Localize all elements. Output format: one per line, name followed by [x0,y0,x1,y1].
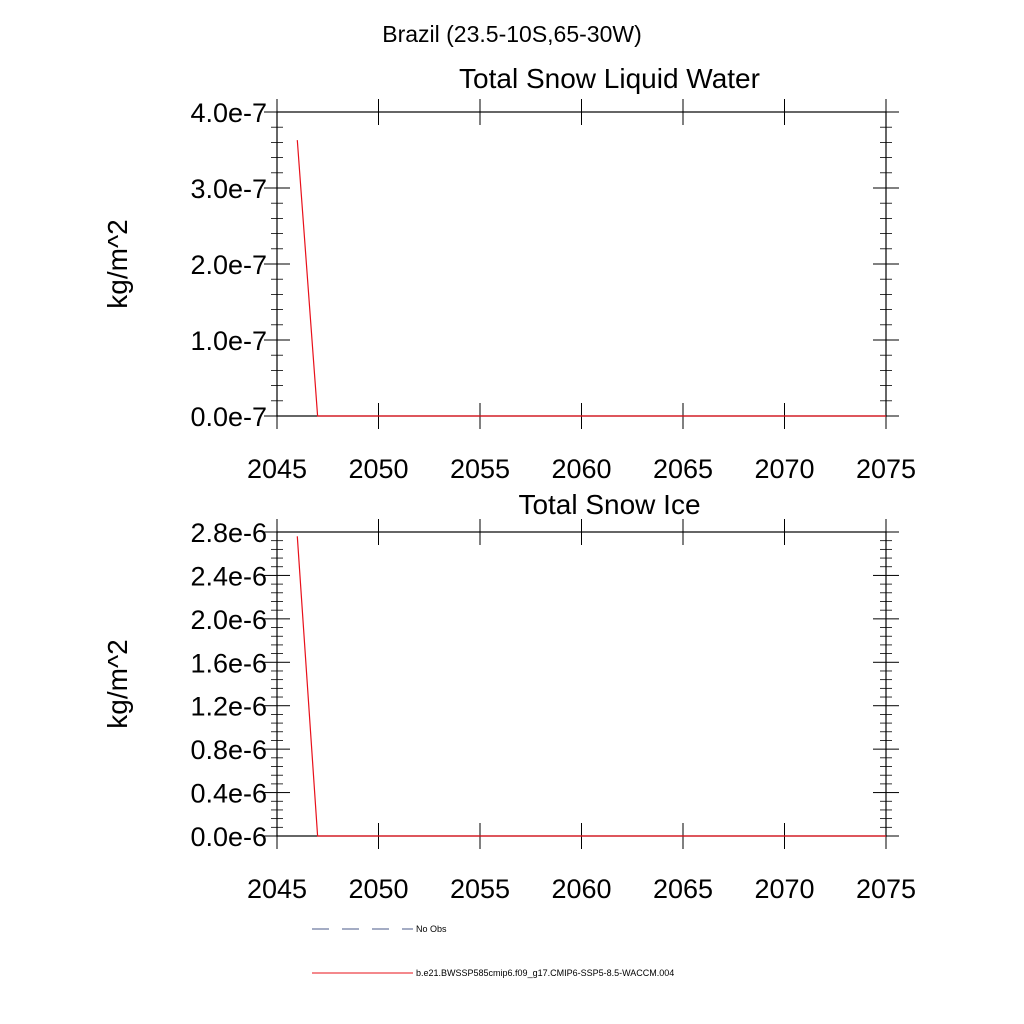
plot-frame [276,531,887,837]
x-tick-label: 2065 [653,454,713,484]
y-tick-label: 2.4e-6 [190,561,267,591]
y-tick-label: 0.0e-7 [190,402,267,432]
legend-entry-1: No Obs [312,924,447,934]
plot-frame [276,111,887,417]
x-tick-label: 2060 [551,454,611,484]
chart-panel-2: Total Snow Ice kg/m^2 2045 2050 2055 2060 2065… [102,489,916,904]
y-tick-label: 1.0e-7 [190,326,267,356]
x-tick-label: 2065 [653,874,713,904]
series-line-1 [296,536,886,837]
x-tick-label: 2075 [856,454,916,484]
y-tick-label: 3.0e-7 [190,174,267,204]
chart-panel-1: Total Snow Liquid Water kg/m^2 2045 2050 205… [102,63,916,484]
x-tick-label: 2070 [754,874,814,904]
legend-label: No Obs [416,924,447,934]
x-tick-label: 2045 [247,874,307,904]
legend-entry-2: b.e21.BWSSP585cmip6.f09_g17.CMIP6-SSP5-8… [312,968,674,978]
x-tick-label: 2055 [450,874,510,904]
legend: No Obs b.e21.BWSSP585cmip6.f09_g17.CMIP6-… [312,924,674,978]
y-axis-label: kg/m^2 [102,639,133,728]
y-tick-label: 2.8e-6 [190,518,267,548]
y-tick-label: 0.0e-6 [190,822,267,852]
chart-panels: Total Snow Liquid Water kg/m^2 2045 2050 205… [102,63,916,904]
x-tick-label: 2070 [754,454,814,484]
x-tick-label: 2050 [348,874,408,904]
x-tick-label: 2050 [348,454,408,484]
chart-title: Total Snow Ice [518,489,700,520]
y-tick-label: 0.8e-6 [190,735,267,765]
y-axis-label: kg/m^2 [102,219,133,308]
legend-label: b.e21.BWSSP585cmip6.f09_g17.CMIP6-SSP5-8… [416,968,674,978]
x-tick-label: 2060 [551,874,611,904]
y-tick-label: 0.4e-6 [190,779,267,809]
x-tick-label: 2055 [450,454,510,484]
main-title: Brazil (23.5-10S,65-30W) [382,21,642,47]
x-tick-label: 2045 [247,454,307,484]
series-line-1 [296,140,886,417]
y-tick-label: 1.2e-6 [190,692,267,722]
x-tick-label: 2075 [856,874,916,904]
y-tick-label: 4.0e-7 [190,98,267,128]
y-tick-label: 2.0e-6 [190,605,267,635]
y-tick-label: 1.6e-6 [190,648,267,678]
chart-title: Total Snow Liquid Water [459,63,760,94]
y-tick-label: 2.0e-7 [190,250,267,280]
